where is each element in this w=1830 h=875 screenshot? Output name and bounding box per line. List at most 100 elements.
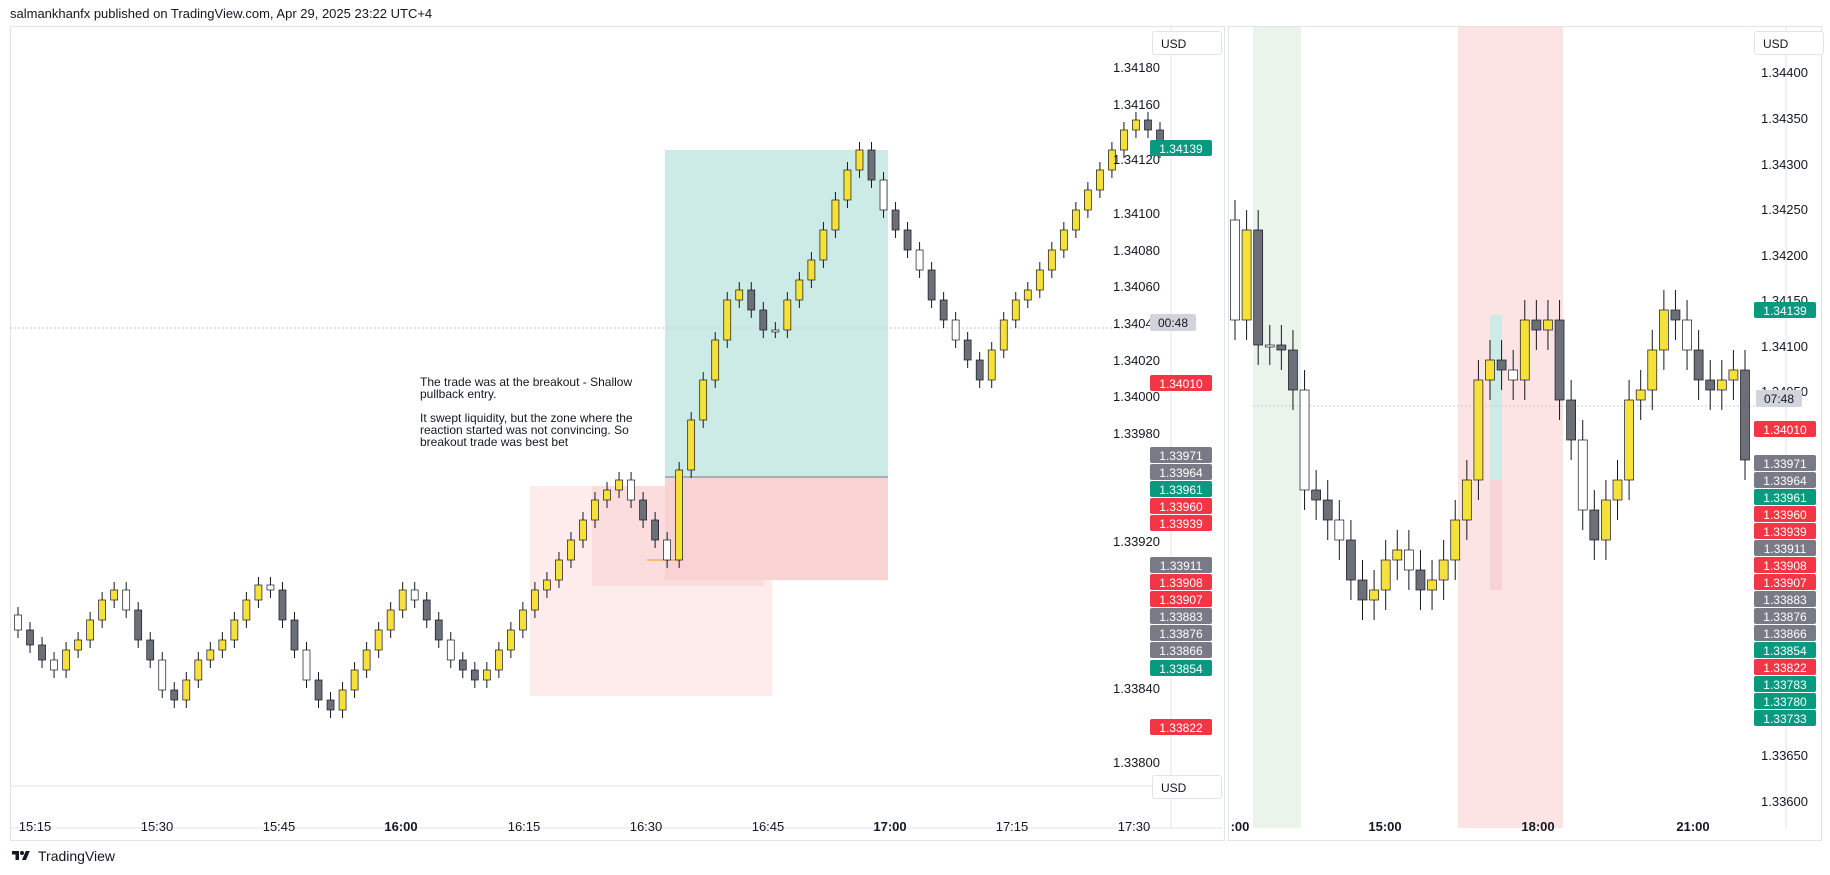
left-candle <box>735 289 744 301</box>
right-chart-pane[interactable] <box>1228 26 1822 841</box>
left-candle <box>927 269 936 301</box>
left-candle <box>1108 149 1116 171</box>
right-candle <box>1485 359 1495 381</box>
left-candle <box>519 609 527 631</box>
left-candle <box>831 199 840 231</box>
right-candle <box>1357 579 1368 601</box>
left-candle <box>50 659 58 671</box>
left-candle <box>1144 119 1152 131</box>
left-candle <box>1120 129 1128 151</box>
left-candle <box>398 589 407 611</box>
left-candle <box>639 499 647 521</box>
left-price-label-bg <box>1150 625 1212 641</box>
left-candle <box>26 629 34 646</box>
left-candle <box>915 249 924 271</box>
left-countdown: 00:48 <box>1158 316 1188 330</box>
right-candle <box>1612 479 1623 501</box>
right-price-label-bg <box>1754 608 1816 624</box>
left-price-label: 1.33876 <box>1159 627 1203 641</box>
right-candle <box>1740 369 1750 461</box>
left-price-label-bg <box>1150 498 1212 514</box>
right-candle <box>1427 579 1437 591</box>
right-candle <box>1322 499 1333 521</box>
right-price-label-bg <box>1754 574 1816 590</box>
left-candle <box>747 289 756 311</box>
left-candle <box>699 379 708 421</box>
trade-annotation[interactable]: The trade was at the breakout - Shallow … <box>420 375 633 449</box>
right-price-label: 1.33964 <box>1763 474 1807 488</box>
right-time-tick: 18:00 <box>1521 819 1554 834</box>
right-price-label-bg <box>1754 472 1816 488</box>
left-candle <box>723 299 732 341</box>
left-price-tick: 1.34000 <box>1113 389 1160 404</box>
right-candle <box>1566 399 1576 441</box>
left-price-tick: 1.33800 <box>1113 755 1160 770</box>
left-price-tick: 1.34080 <box>1113 243 1160 258</box>
right-candle <box>1531 319 1542 331</box>
left-time-tick: 17:30 <box>1118 819 1151 834</box>
right-candle <box>1496 359 1507 371</box>
right-countdown: 07:48 <box>1764 392 1794 406</box>
right-time-tick: :00 <box>1231 819 1250 834</box>
left-candle <box>194 659 203 681</box>
left-price-tick: 1.34100 <box>1113 206 1160 221</box>
left-candle <box>458 659 467 671</box>
left-currency-selector[interactable]: USD <box>1152 31 1222 55</box>
right-price-label-bg <box>1754 591 1816 607</box>
right-price-tick: 1.34400 <box>1761 65 1808 80</box>
right-candle <box>1346 539 1356 581</box>
left-candle <box>74 639 82 651</box>
right-price-tick: 1.34200 <box>1761 248 1808 263</box>
right-price-label: 1.33961 <box>1763 491 1807 505</box>
left-price-label: 1.33961 <box>1159 483 1203 497</box>
left-candle <box>422 599 431 621</box>
left-candle <box>711 339 720 381</box>
right-price-tick: 1.34350 <box>1761 111 1808 126</box>
left-time-tick: 16:15 <box>508 819 541 834</box>
tradingview-footer[interactable]: TradingView <box>10 848 115 864</box>
right-candle <box>1716 379 1727 391</box>
footer-brand: TradingView <box>38 848 116 864</box>
left-candle <box>1132 119 1140 131</box>
right-price-tick: 1.34250 <box>1761 202 1808 217</box>
left-candle <box>122 589 131 611</box>
left-time-tick: 15:45 <box>263 819 296 834</box>
right-candle <box>1705 379 1716 391</box>
left-candle <box>146 639 155 661</box>
left-candle <box>86 619 94 641</box>
left-candle <box>266 584 275 591</box>
right-target-zone <box>1490 315 1502 480</box>
right-price-label-bg <box>1754 540 1816 556</box>
left-price-label: 1.33854 <box>1159 662 1203 676</box>
right-candle <box>1369 589 1379 601</box>
left-price-label-bg <box>1150 591 1212 607</box>
left-currency-selector-bottom[interactable]: USD <box>1152 775 1222 799</box>
left-time-tick: 15:30 <box>141 819 174 834</box>
left-candle <box>14 614 22 631</box>
left-candle <box>663 539 671 561</box>
left-candle <box>603 489 611 501</box>
left-candle <box>903 229 912 251</box>
left-candle <box>290 619 299 651</box>
right-price-label: 1.33939 <box>1763 525 1807 539</box>
right-currency-selector[interactable]: USD <box>1754 31 1824 55</box>
right-candle <box>1543 319 1553 331</box>
left-candle <box>1072 209 1080 231</box>
left-chart-pane[interactable] <box>10 26 1225 841</box>
right-candle <box>1624 399 1634 481</box>
right-price-label-bg <box>1754 523 1816 539</box>
left-price-label: 1.34010 <box>1159 377 1203 391</box>
right-candle <box>1276 344 1287 351</box>
right-candle <box>1554 319 1565 401</box>
right-candle <box>1299 389 1310 491</box>
left-candle <box>1084 189 1092 211</box>
left-candle <box>230 619 239 641</box>
right-price-label: 1.33780 <box>1763 695 1807 709</box>
right-price-label-bg <box>1754 302 1816 318</box>
left-candle <box>350 669 359 691</box>
left-candle <box>567 539 575 561</box>
left-target-zone <box>665 150 888 477</box>
left-time-tick: 16:30 <box>630 819 663 834</box>
right-candle <box>1693 349 1704 381</box>
